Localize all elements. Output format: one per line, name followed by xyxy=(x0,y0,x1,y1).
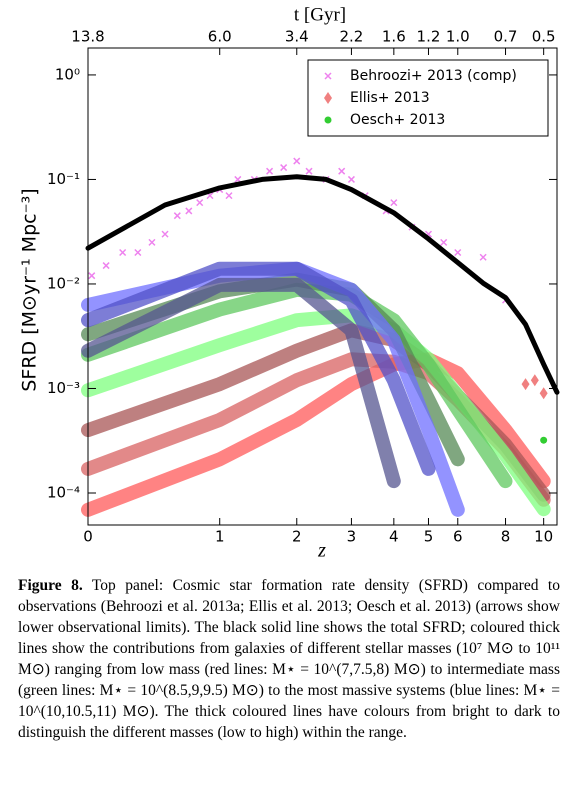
data-point xyxy=(161,230,169,238)
x-tick-label: 8 xyxy=(501,528,511,546)
legend-label: Ellis+ 2013 xyxy=(350,90,430,106)
top-tick-label: 6.0 xyxy=(208,28,232,46)
data-point xyxy=(185,207,193,215)
caption: Figure 8. Top panel: Cosmic star formati… xyxy=(18,575,560,743)
x-tick-label: 1 xyxy=(215,528,225,546)
top-axis-label: t [Gyr] xyxy=(294,4,346,25)
x-tick-label: 4 xyxy=(389,528,399,546)
sfrd-line xyxy=(81,277,401,489)
legend-marker xyxy=(324,72,332,80)
top-tick-label: 3.4 xyxy=(285,28,309,46)
x-tick-label: 2 xyxy=(292,528,302,546)
data-point xyxy=(134,248,142,257)
data-point xyxy=(338,167,346,175)
data-point xyxy=(102,262,110,270)
x-tick-label: 5 xyxy=(424,528,434,546)
data-point xyxy=(148,238,156,246)
x-axis-label: z xyxy=(317,540,326,562)
data-point xyxy=(454,248,462,257)
y-tick-label: 10⁻² xyxy=(47,274,80,292)
plot-frame xyxy=(87,47,558,526)
data-point xyxy=(119,248,127,257)
legend-label: Oesch+ 2013 xyxy=(350,112,445,128)
data-point xyxy=(347,175,355,183)
top-tick-label: 0.5 xyxy=(532,28,556,46)
data-point xyxy=(540,436,548,444)
sfrd-line xyxy=(85,174,560,395)
data-point xyxy=(280,164,288,172)
top-tick-label: 2.2 xyxy=(340,28,364,46)
x-tick-label: 0 xyxy=(83,528,93,546)
x-tick-label: 10 xyxy=(534,528,553,546)
x-tick-label: 6 xyxy=(453,528,463,546)
data-point xyxy=(440,238,448,246)
top-tick-label: 13.8 xyxy=(71,28,104,46)
top-tick-label: 0.7 xyxy=(494,28,518,46)
data-point xyxy=(225,192,233,200)
data-point xyxy=(293,157,301,165)
legend-box xyxy=(307,59,549,137)
y-tick-label: 10⁻¹ xyxy=(47,170,80,188)
caption-text: Top panel: Cosmic star formation rate de… xyxy=(18,577,560,741)
y-tick-label: 10⁰ xyxy=(55,65,80,83)
y-tick-label: 10⁻⁴ xyxy=(47,483,80,501)
top-tick-label: 1.2 xyxy=(417,28,441,46)
data-point xyxy=(530,374,539,387)
y-tick-label: 10⁻³ xyxy=(47,379,80,397)
data-point xyxy=(305,167,313,175)
data-point xyxy=(539,387,548,400)
legend-marker xyxy=(324,116,332,124)
y-axis-label: SFRD [M⊙yr⁻¹ Mpc⁻³] xyxy=(19,188,41,391)
data-point xyxy=(390,199,398,207)
legend-label: Behroozi+ 2013 (comp) xyxy=(350,68,517,84)
data-point xyxy=(196,199,204,207)
sfrd-line xyxy=(81,261,436,476)
data-point xyxy=(479,253,487,261)
data-point xyxy=(266,167,274,175)
caption-label: Figure 8. xyxy=(18,577,83,594)
x-tick-label: 3 xyxy=(347,528,357,546)
data-point xyxy=(88,272,96,280)
top-tick-label: 1.6 xyxy=(382,28,406,46)
data-point xyxy=(173,212,181,220)
top-tick-label: 1.0 xyxy=(446,28,470,46)
data-point xyxy=(521,378,530,391)
legend-marker xyxy=(324,92,332,104)
chart: t [Gyr] z SFRD [M⊙yr⁻¹ Mpc⁻³] 0 1 2 3 4 5 6 8 10… xyxy=(19,4,560,562)
